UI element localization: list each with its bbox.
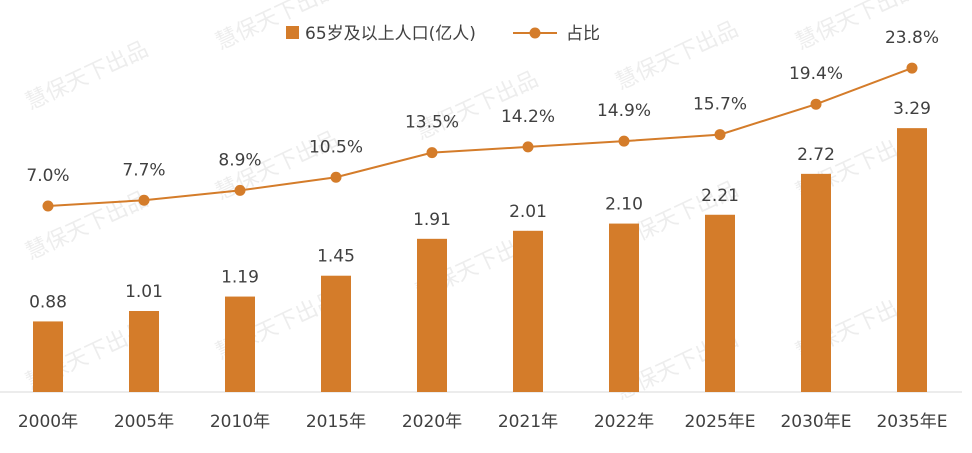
- line-data-label: 14.9%: [597, 101, 651, 121]
- bar-data-label: 2.21: [701, 186, 739, 206]
- line-point: [522, 141, 534, 153]
- bar: [705, 214, 735, 392]
- x-tick-label: 2022年: [594, 412, 654, 432]
- line-point: [426, 147, 438, 159]
- watermark-text: 慧保天下出品: [22, 37, 152, 115]
- line-data-label: 15.7%: [693, 95, 747, 115]
- line-data-label: 23.8%: [885, 28, 939, 48]
- bar: [513, 230, 543, 392]
- line-point: [714, 129, 726, 141]
- line-data-label: 10.5%: [309, 137, 363, 157]
- watermark-text: 慧保天下出品: [22, 187, 152, 265]
- legend-bar-label: 65岁及以上人口(亿人): [305, 24, 476, 44]
- bar-data-label: 2.10: [605, 195, 643, 215]
- bar-data-label: 1.19: [221, 268, 259, 288]
- bar-data-label: 2.01: [509, 202, 547, 222]
- watermark-text: 慧保天下出品: [612, 17, 742, 95]
- x-tick-label: 2000年: [18, 412, 78, 432]
- bar-data-label: 1.45: [317, 247, 355, 267]
- x-tick-label: 2020年: [402, 412, 462, 432]
- line-data-label: 7.0%: [26, 166, 69, 186]
- line-point: [42, 200, 54, 212]
- bar: [801, 173, 831, 392]
- bar-data-label: 2.72: [797, 145, 835, 165]
- bar: [321, 275, 351, 392]
- line-data-label: 14.2%: [501, 107, 555, 127]
- bar: [33, 321, 63, 392]
- bar: [129, 310, 159, 392]
- legend-line-marker: [529, 27, 541, 39]
- line-point: [810, 98, 822, 110]
- bar-data-label: 3.29: [893, 99, 931, 119]
- line-point: [618, 135, 630, 147]
- line-point: [330, 171, 342, 183]
- x-tick-label: 2025年E: [684, 412, 755, 432]
- line-data-label: 19.4%: [789, 64, 843, 84]
- bar: [609, 223, 639, 392]
- line-data-label: 13.5%: [405, 113, 459, 133]
- bar: [417, 238, 447, 392]
- legend-bar-swatch: [286, 26, 299, 39]
- bar: [897, 128, 927, 392]
- x-tick-label: 2010年: [210, 412, 270, 432]
- x-tick-label: 2015年: [306, 412, 366, 432]
- ratio-line: [47, 67, 913, 207]
- x-tick-label: 2005年: [114, 412, 174, 432]
- line-data-label: 8.9%: [218, 150, 261, 170]
- line-point: [234, 184, 246, 196]
- bar: [225, 296, 255, 392]
- x-tick-label: 2035年E: [876, 412, 947, 432]
- bar-data-label: 0.88: [29, 292, 67, 312]
- line-data-label: 7.7%: [122, 160, 165, 180]
- line-point: [138, 194, 150, 206]
- line-point: [906, 62, 918, 74]
- legend-line-label: 占比: [566, 24, 600, 44]
- bar-data-label: 1.01: [125, 282, 163, 302]
- x-tick-label: 2021年: [498, 412, 558, 432]
- bar-data-label: 1.91: [413, 210, 451, 230]
- x-tick-label: 2030年E: [780, 412, 851, 432]
